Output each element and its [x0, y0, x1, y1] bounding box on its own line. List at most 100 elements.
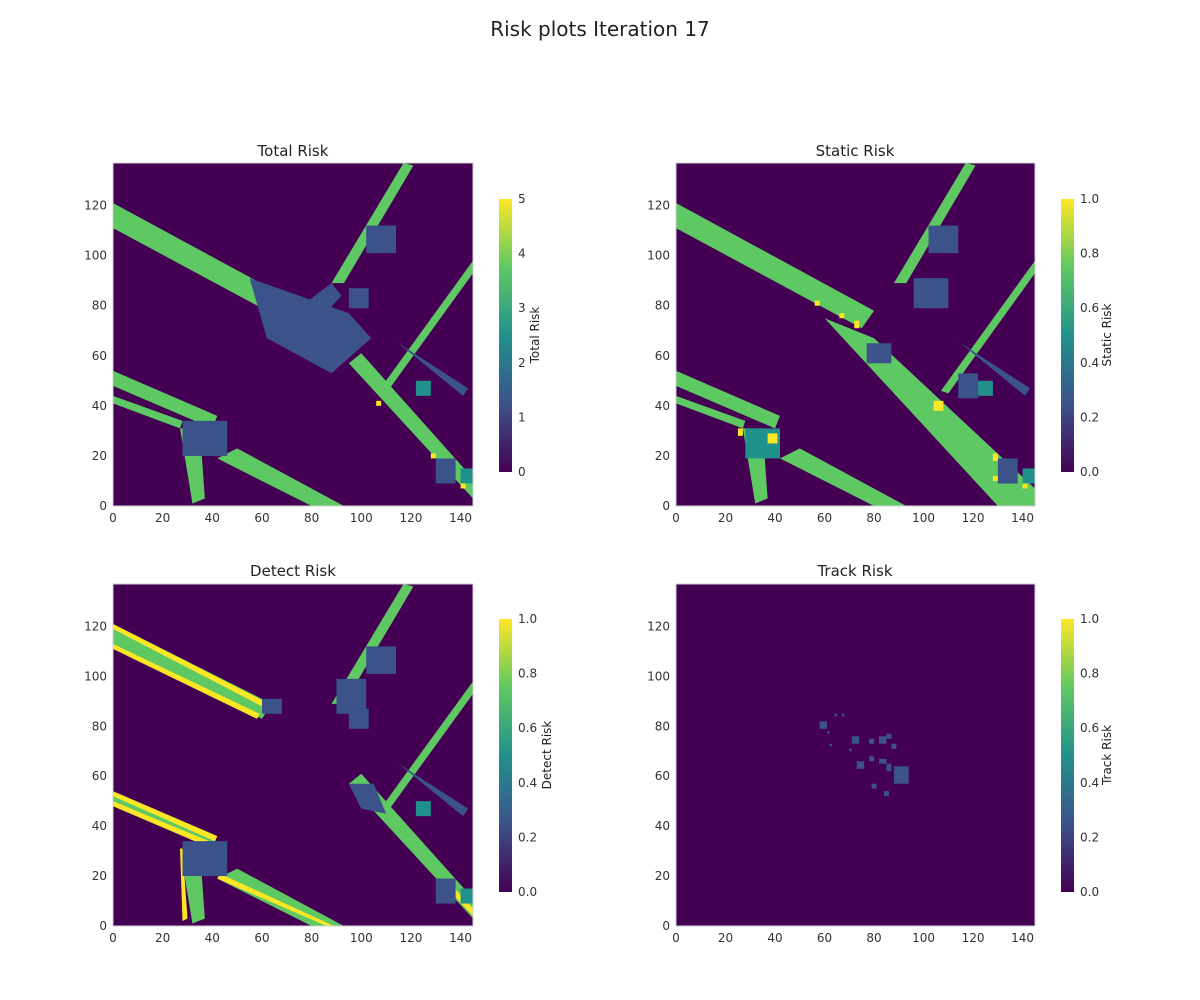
x-tick-label: 120 — [962, 511, 985, 525]
y-tick-label: 100 — [84, 669, 107, 683]
y-tick-label: 40 — [92, 819, 107, 833]
x-tick-label: 100 — [350, 511, 373, 525]
y-tick-label: 80 — [92, 299, 107, 313]
colorbar-tick-label: 0.6 — [1080, 721, 1099, 735]
x-tick-label: 120 — [962, 931, 985, 945]
x-tick-label: 40 — [767, 931, 782, 945]
colorbar-tick-label: 1 — [518, 410, 526, 424]
x-tick-label: 40 — [205, 511, 220, 525]
x-tick-label: 20 — [155, 931, 170, 945]
risk-regions-low — [182, 646, 469, 904]
risk-regions-low — [182, 225, 469, 484]
track-risk-colorbar — [1061, 619, 1074, 892]
total-risk-colorbar — [499, 199, 512, 472]
risk-regions-max — [737, 300, 1028, 489]
y-tick-label: 40 — [92, 399, 107, 413]
x-tick-label: 80 — [304, 931, 319, 945]
risk-regions-mid — [415, 380, 473, 484]
static-risk-heatmap — [676, 163, 1035, 506]
detect-risk-y-ticks: 0 20 40 60 80 100 120 — [84, 619, 107, 933]
static-risk-y-ticks: 0 20 40 60 80 100 120 — [647, 199, 670, 513]
risk-regions-max — [113, 623, 473, 926]
colorbar-tick-label: 1.0 — [518, 612, 537, 626]
static-risk-frame — [675, 162, 1036, 507]
colorbar-tick-label: 1.0 — [1080, 612, 1099, 626]
heatmap-background — [113, 584, 473, 926]
detect-risk-colorbar-label: Detect Risk — [540, 721, 554, 790]
x-tick-label: 0 — [672, 931, 680, 945]
y-tick-label: 0 — [662, 499, 670, 513]
static-risk-x-ticks: 0 20 40 60 80 100 120 140 — [672, 511, 1034, 525]
total-risk-x-ticks: 0 20 40 60 80 100 120 140 — [109, 511, 472, 525]
x-tick-label: 60 — [254, 931, 269, 945]
y-tick-label: 120 — [647, 619, 670, 633]
x-tick-label: 20 — [718, 511, 733, 525]
y-tick-label: 120 — [84, 199, 107, 213]
x-tick-label: 0 — [672, 511, 680, 525]
colorbar-tick-label: 0.2 — [1080, 830, 1099, 844]
colorbar-tick-label: 0.0 — [1080, 465, 1099, 479]
track-risk-y-ticks: 0 20 40 60 80 100 120 — [647, 619, 670, 933]
y-tick-label: 100 — [84, 249, 107, 263]
track-risk-colorbar-label: Track Risk — [1100, 725, 1114, 786]
y-tick-label: 0 — [99, 919, 107, 933]
y-tick-label: 60 — [92, 349, 107, 363]
y-tick-label: 80 — [92, 719, 107, 733]
track-risk-title: Track Risk — [816, 562, 892, 580]
heatmap-background — [676, 584, 1035, 926]
colorbar-tick-label: 0.8 — [1080, 247, 1099, 261]
risk-regions-max — [376, 400, 466, 489]
static-risk-panel: Static Risk — [647, 142, 1114, 525]
y-tick-label: 20 — [655, 449, 670, 463]
detect-risk-frame — [112, 583, 474, 927]
colorbar-tick-label: 0 — [518, 465, 526, 479]
colorbar-tick-label: 4 — [518, 247, 526, 261]
detect-risk-heatmap — [113, 584, 473, 926]
x-tick-label: 40 — [205, 931, 220, 945]
y-tick-label: 100 — [647, 669, 670, 683]
risk-regions-high — [676, 163, 1035, 506]
colorbar-tick-label: 0.0 — [518, 885, 537, 899]
x-tick-label: 60 — [254, 511, 269, 525]
x-tick-label: 20 — [718, 931, 733, 945]
colorbar-tick-label: 3 — [518, 301, 526, 315]
y-tick-label: 80 — [655, 719, 670, 733]
y-tick-label: 120 — [647, 199, 670, 213]
y-tick-label: 20 — [92, 449, 107, 463]
x-tick-label: 80 — [866, 931, 881, 945]
colorbar-tick-label: 0.6 — [1080, 301, 1099, 315]
static-risk-title: Static Risk — [816, 142, 895, 160]
x-tick-label: 100 — [912, 931, 935, 945]
risk-regions-low — [819, 713, 909, 797]
colorbar-tick-label: 0.4 — [1080, 776, 1099, 790]
x-tick-label: 60 — [817, 511, 832, 525]
y-tick-label: 40 — [655, 819, 670, 833]
risk-regions-low — [866, 225, 1031, 484]
colorbar-tick-label: 0.8 — [518, 667, 537, 681]
x-tick-label: 100 — [912, 511, 935, 525]
y-tick-label: 60 — [655, 349, 670, 363]
x-tick-label: 20 — [155, 511, 170, 525]
x-tick-label: 140 — [1011, 931, 1034, 945]
track-risk-x-ticks: 0 20 40 60 80 100 120 140 — [672, 931, 1034, 945]
detect-risk-x-ticks: 0 20 40 60 80 100 120 140 — [109, 931, 472, 945]
track-risk-frame — [675, 583, 1036, 927]
figure-title: Risk plots Iteration 17 — [490, 17, 710, 41]
static-risk-colorbar-label: Static Risk — [1100, 303, 1114, 366]
x-tick-label: 80 — [866, 511, 881, 525]
total-risk-colorbar-label: Total Risk — [528, 307, 542, 365]
y-tick-label: 20 — [655, 869, 670, 883]
x-tick-label: 0 — [109, 931, 117, 945]
total-risk-y-ticks: 0 20 40 60 80 100 120 — [84, 199, 107, 513]
colorbar-tick-label: 2 — [518, 356, 526, 370]
x-tick-label: 0 — [109, 511, 117, 525]
y-tick-label: 100 — [647, 249, 670, 263]
y-tick-label: 60 — [92, 769, 107, 783]
x-tick-label: 120 — [399, 511, 422, 525]
static-risk-colorbar — [1061, 199, 1074, 472]
total-risk-colorbar-ticks: 0 1 2 3 4 5 — [518, 192, 526, 479]
x-tick-label: 140 — [449, 511, 472, 525]
x-tick-label: 80 — [304, 511, 319, 525]
y-tick-label: 40 — [655, 399, 670, 413]
